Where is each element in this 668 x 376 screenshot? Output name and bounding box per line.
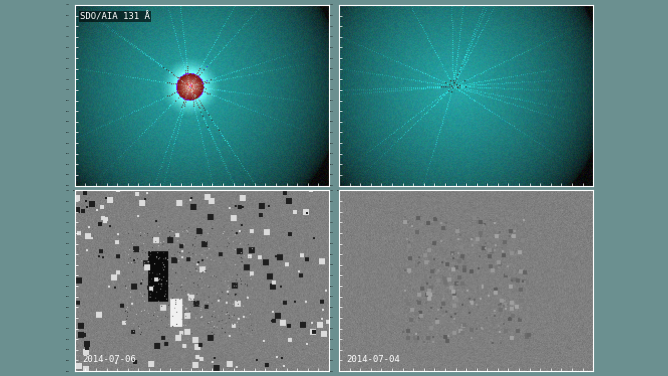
Text: SDO/AIA 131 Å: SDO/AIA 131 Å <box>80 12 150 21</box>
Text: 2014-07-04: 2014-07-04 <box>347 355 400 364</box>
Text: 2014-07-06: 2014-07-06 <box>82 355 136 364</box>
